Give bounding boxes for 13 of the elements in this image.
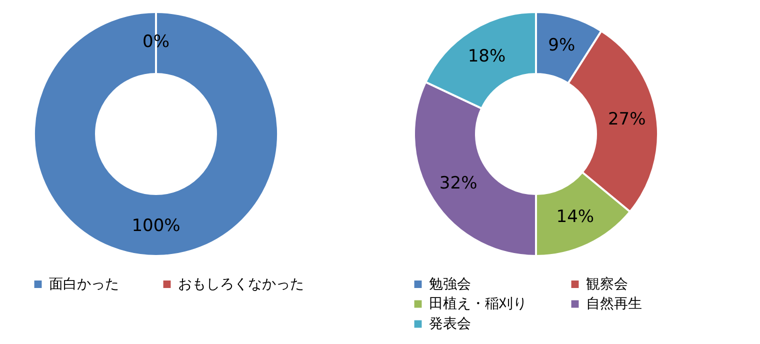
- data-label: 18%: [468, 46, 506, 66]
- data-label: 32%: [439, 173, 478, 194]
- data-label: 9%: [548, 36, 576, 56]
- data-label: 14%: [556, 207, 594, 228]
- legend-label: 田植え・稲刈り: [429, 296, 527, 312]
- legend-label: 自然再生: [586, 296, 642, 312]
- legend-label: 観察会: [586, 276, 628, 292]
- legend-label: 面白かった: [49, 276, 119, 292]
- legend-label: おもしろくなかった: [178, 276, 304, 292]
- legend-label: 勉強会: [429, 276, 471, 292]
- data-label: 100%: [132, 216, 180, 236]
- data-label: 27%: [608, 110, 646, 130]
- legend-label: 発表会: [429, 316, 471, 332]
